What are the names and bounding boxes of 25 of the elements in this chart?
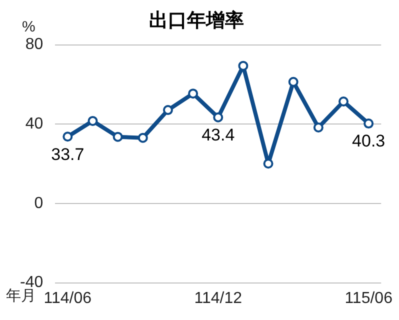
y-tick-label: 80 xyxy=(25,36,44,54)
data-label: 33.7 xyxy=(51,144,84,164)
point xyxy=(138,132,148,143)
point xyxy=(62,132,73,142)
y-axis-title: % xyxy=(22,18,36,36)
point xyxy=(313,122,324,133)
x-tick-label: 114/06 xyxy=(44,290,92,307)
y-tick-label: 40 xyxy=(25,116,44,133)
point xyxy=(88,116,98,126)
data-label: 43.4 xyxy=(202,126,235,145)
point xyxy=(188,88,198,99)
y-tick-label: 0 xyxy=(34,194,44,212)
data-label: 40.3 xyxy=(352,132,386,151)
x-tick-label: 115/06 xyxy=(344,290,393,307)
chart-title: 出口年增率 xyxy=(149,10,244,32)
point xyxy=(288,76,298,87)
x-tick-label: 114/12 xyxy=(194,290,242,307)
x-axis-title: 年月 xyxy=(6,287,36,304)
point xyxy=(213,112,224,122)
point xyxy=(263,158,274,169)
point xyxy=(338,96,349,107)
point xyxy=(112,132,123,142)
point xyxy=(162,105,173,116)
point xyxy=(238,60,248,71)
point xyxy=(364,118,374,129)
